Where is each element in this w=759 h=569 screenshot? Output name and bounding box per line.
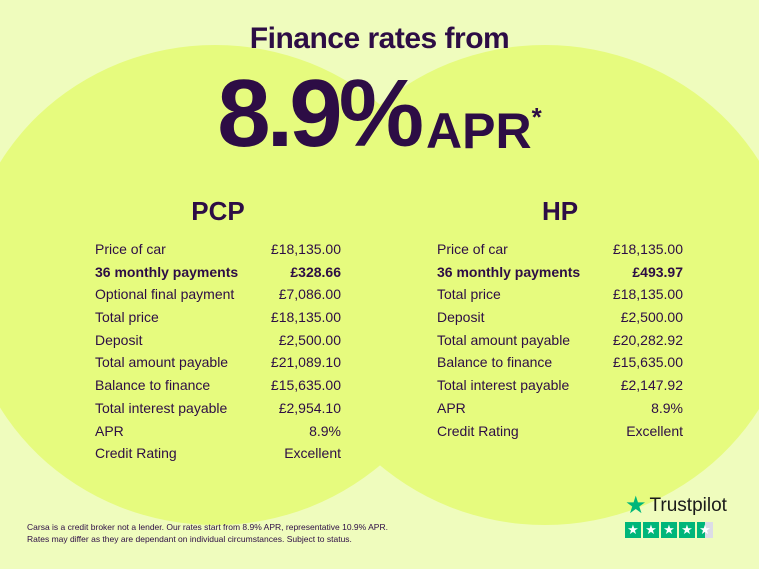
- table-row: Total price £18,135.00: [95, 306, 341, 329]
- row-label: Balance to finance: [95, 377, 211, 394]
- trustpilot-name: Trustpilot: [649, 495, 727, 516]
- table-row: Credit Rating Excellent: [437, 420, 683, 443]
- table-row: APR 8.9%: [437, 397, 683, 420]
- rate-value: 8.9%: [217, 60, 424, 167]
- table-row: Optional final payment £7,086.00: [95, 283, 341, 306]
- row-value: £18,135.00: [612, 286, 683, 303]
- row-value: Excellent: [284, 445, 341, 462]
- disclaimer-line-2: Rates may differ as they are dependant o…: [27, 534, 352, 544]
- row-label: Total interest payable: [437, 377, 570, 394]
- headline-rate: 8.9% APR *: [0, 62, 759, 162]
- row-label: Deposit: [437, 309, 485, 326]
- row-value: 8.9%: [651, 399, 683, 416]
- row-value: £18,135.00: [270, 241, 341, 257]
- row-value: £18,135.00: [270, 309, 341, 326]
- disclaimer-line-1: Carsa is a credit broker not a lender. O…: [27, 522, 388, 532]
- table-row: Total interest payable £2,147.92: [437, 374, 683, 397]
- row-value: £2,500.00: [620, 309, 683, 326]
- rating-star-icon: ★: [643, 522, 659, 538]
- row-value: Excellent: [626, 422, 683, 439]
- row-label: 36 monthly payments: [437, 263, 581, 280]
- row-label: Total price: [95, 309, 159, 326]
- table-row: 36 monthly payments £328.66: [95, 261, 341, 284]
- row-value: £2,954.10: [278, 399, 341, 416]
- row-value: £20,282.92: [612, 331, 683, 348]
- row-label: Total price: [437, 286, 501, 303]
- table-row: APR 8.9%: [95, 420, 341, 443]
- disclaimer: Carsa is a credit broker not a lender. O…: [27, 521, 388, 545]
- row-value: £18,135.00: [612, 241, 683, 257]
- rating-half-star-icon: ★: [697, 522, 713, 538]
- row-value: £328.66: [290, 263, 341, 280]
- row-label: Credit Rating: [95, 445, 177, 462]
- rating-star-icon: ★: [679, 522, 695, 538]
- row-value: 8.9%: [309, 422, 341, 439]
- row-label: Price of car: [437, 241, 508, 257]
- rating-star-icon: ★: [661, 522, 677, 538]
- table-row: Price of car £18,135.00: [95, 238, 341, 261]
- table-row: Total interest payable £2,954.10: [95, 397, 341, 420]
- trustpilot-badge[interactable]: ★ Trustpilot ★ ★ ★ ★ ★: [625, 492, 727, 538]
- pcp-title: PCP: [191, 196, 245, 226]
- row-label: 36 monthly payments: [95, 263, 239, 280]
- table-row: Deposit £2,500.00: [437, 306, 683, 329]
- hp-table: HP Price of car £18,135.00 36 monthly paym…: [437, 196, 683, 442]
- pcp-table: PCP Price of car £18,135.00 36 monthly pay…: [95, 196, 341, 465]
- rate-asterisk: *: [531, 102, 542, 132]
- rate-suffix: APR: [426, 103, 532, 159]
- row-label: Total amount payable: [437, 331, 571, 348]
- table-row: 36 monthly payments £493.97: [437, 261, 683, 284]
- decorative-circle-right: [295, 45, 759, 525]
- headline-title: Finance rates from: [249, 22, 510, 55]
- row-label: Deposit: [95, 331, 143, 348]
- row-label: Price of car: [95, 241, 166, 257]
- rating-star-icon: ★: [625, 522, 641, 538]
- table-row: Total price £18,135.00: [437, 283, 683, 306]
- row-value: £2,147.92: [620, 377, 683, 394]
- row-label: Total interest payable: [95, 399, 228, 416]
- table-row: Credit Rating Excellent: [95, 442, 341, 465]
- row-value: £15,635.00: [270, 377, 341, 394]
- row-label: APR: [437, 399, 466, 416]
- table-row: Balance to finance £15,635.00: [95, 374, 341, 397]
- table-row: Price of car £18,135.00: [437, 238, 683, 261]
- hp-title: HP: [541, 196, 579, 226]
- row-label: Balance to finance: [437, 354, 553, 371]
- row-value: £15,635.00: [612, 354, 683, 371]
- row-label: Credit Rating: [437, 422, 519, 439]
- row-value: £7,086.00: [278, 286, 341, 303]
- trustpilot-star-icon: ★: [625, 492, 647, 519]
- row-label: APR: [95, 422, 124, 439]
- table-row: Total amount payable £21,089.10: [95, 351, 341, 374]
- table-row: Balance to finance £15,635.00: [437, 351, 683, 374]
- row-label: Optional final payment: [95, 286, 235, 303]
- row-label: Total amount payable: [95, 354, 229, 371]
- row-value: £493.97: [632, 263, 683, 280]
- table-row: Deposit £2,500.00: [95, 329, 341, 352]
- table-row: Total amount payable £20,282.92: [437, 329, 683, 352]
- trustpilot-rating: ★ ★ ★ ★ ★: [625, 522, 727, 538]
- row-value: £2,500.00: [278, 331, 341, 348]
- row-value: £21,089.10: [270, 354, 341, 371]
